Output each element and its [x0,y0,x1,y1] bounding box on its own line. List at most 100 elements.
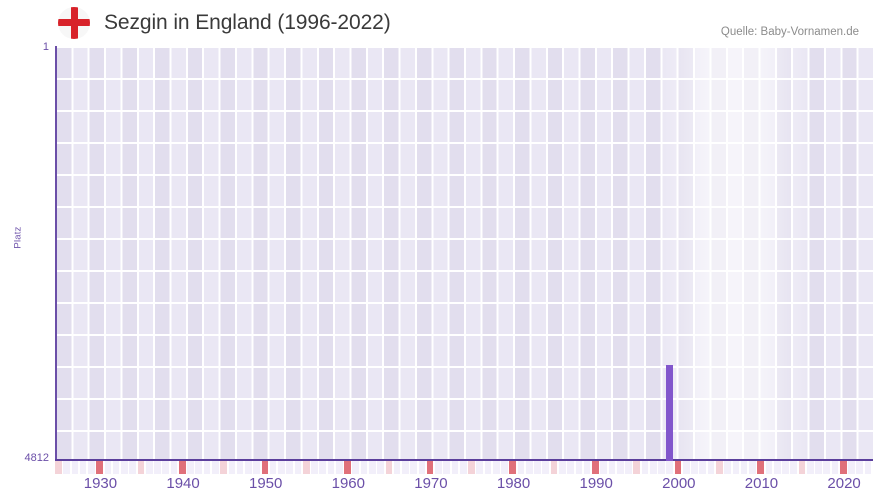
year-marker-1938 [162,461,170,474]
year-marker-1926 [63,461,70,474]
year-marker-1995 [633,461,641,474]
year-marker-1997 [649,461,657,474]
year-marker-2007 [732,461,740,474]
year-marker-strip [55,461,873,474]
year-marker-1930 [96,461,103,474]
year-marker-1928 [79,461,87,474]
year-marker-1967 [402,461,409,474]
year-marker-1983 [534,461,541,474]
england-flag-icon [58,7,90,39]
year-marker-1951 [269,461,277,474]
year-marker-1999 [666,461,674,474]
year-marker-1952 [278,461,285,474]
year-marker-1955 [302,461,310,474]
year-marker-1949 [253,461,260,474]
y-axis-line [55,46,57,461]
year-marker-1965 [385,461,393,474]
year-marker-1960 [344,461,351,474]
year-marker-2003 [699,461,707,474]
year-marker-1936 [145,461,153,474]
year-marker-1925 [55,461,62,474]
x-axis-tick-2010: 2010 [744,475,779,492]
year-marker-2005 [716,461,723,474]
x-axis-line [55,459,873,461]
year-marker-1972 [443,461,450,474]
year-marker-1964 [377,461,384,474]
page-title: Sezgin in England (1996-2022) [104,11,391,34]
year-marker-1940 [178,461,186,474]
year-marker-1959 [335,461,343,474]
year-marker-1981 [517,461,525,474]
source-attribution: Quelle: Baby-Vornamen.de [720,26,859,38]
year-marker-1957 [319,461,327,474]
year-marker-1954 [294,461,302,474]
year-marker-1978 [492,461,500,474]
year-marker-2020 [839,461,847,474]
year-marker-1932 [112,461,120,474]
year-marker-1931 [104,461,112,474]
year-marker-2004 [707,461,715,474]
year-marker-1968 [410,461,417,474]
year-marker-1991 [600,461,607,474]
year-marker-1977 [484,461,492,474]
year-marker-1996 [641,461,649,474]
year-marker-1939 [170,461,178,474]
year-marker-1979 [501,461,508,474]
year-marker-1927 [71,461,79,474]
year-marker-1958 [327,461,335,474]
year-marker-2010 [757,461,764,474]
year-marker-1970 [426,461,434,474]
year-marker-1998 [658,461,665,474]
year-marker-1974 [459,461,467,474]
year-marker-2012 [773,461,781,474]
year-marker-2019 [831,461,839,474]
year-marker-2016 [806,461,814,474]
year-marker-2014 [790,461,798,474]
x-axis-tick-1970: 1970 [414,475,448,492]
year-marker-1976 [476,461,484,474]
year-marker-1950 [261,461,269,474]
year-marker-1947 [236,461,244,474]
year-marker-2008 [740,461,748,474]
year-marker-1935 [137,461,145,474]
year-marker-2021 [848,461,855,474]
bar-1999 [666,365,674,461]
year-marker-1933 [121,461,128,474]
year-marker-1946 [228,461,236,474]
year-marker-1992 [608,461,616,474]
year-marker-1956 [311,461,318,474]
year-marker-1941 [187,461,194,474]
year-marker-1934 [129,461,137,474]
year-marker-1966 [393,461,401,474]
year-marker-2013 [782,461,789,474]
year-marker-1963 [368,461,376,474]
year-marker-2000 [674,461,682,474]
year-marker-1986 [559,461,566,474]
year-marker-2015 [798,461,806,474]
flag-cross-horizontal [58,19,90,26]
year-marker-1987 [567,461,574,474]
year-marker-2023 [864,461,872,474]
year-marker-1980 [509,461,517,474]
year-marker-1943 [203,461,211,474]
year-marker-2006 [724,461,731,474]
year-marker-1962 [360,461,368,474]
year-marker-2002 [691,461,698,474]
year-marker-1994 [625,461,632,474]
year-marker-1984 [542,461,550,474]
year-marker-2022 [856,461,864,474]
x-axis-tick-1940: 1940 [166,475,200,492]
x-axis-tick-1930: 1930 [83,475,118,492]
year-marker-1961 [352,461,360,474]
year-marker-2018 [823,461,831,474]
year-marker-1989 [583,461,591,474]
year-marker-1929 [88,461,95,474]
year-marker-1990 [592,461,599,474]
year-marker-1982 [525,461,533,474]
x-axis-tick-1990: 1990 [579,475,613,492]
y-axis-tick-bottom: 4812 [24,452,49,464]
year-marker-1988 [575,461,583,474]
x-axis-tick-2000: 2000 [662,475,696,492]
year-marker-1948 [245,461,252,474]
